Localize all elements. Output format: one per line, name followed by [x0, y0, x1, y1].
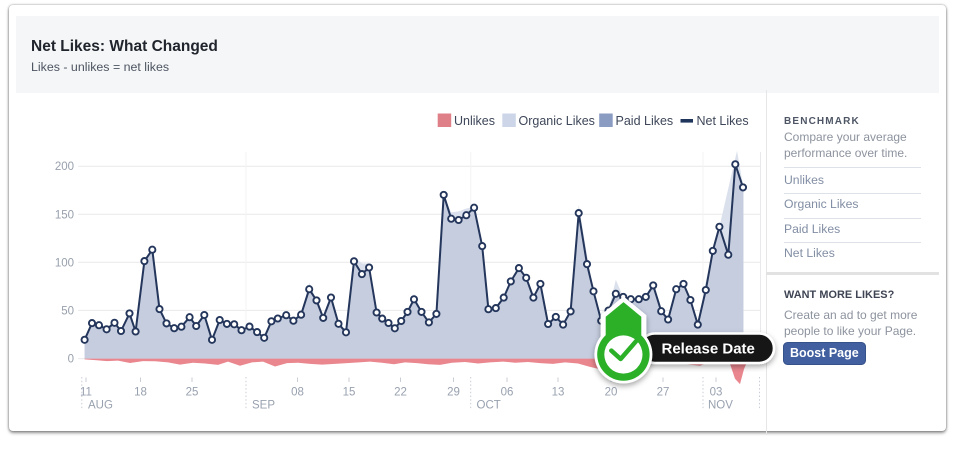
svg-text:06: 06 [501, 387, 514, 399]
svg-text:18: 18 [134, 387, 147, 399]
svg-text:200: 200 [55, 161, 74, 173]
svg-text:25: 25 [186, 387, 199, 399]
svg-text:03: 03 [710, 387, 723, 399]
svg-text:20: 20 [605, 387, 618, 399]
svg-text:Paid Likes: Paid Likes [616, 114, 674, 128]
svg-text:0: 0 [68, 354, 74, 366]
svg-text:Net Likes: Net Likes [697, 114, 749, 128]
svg-text:SEP: SEP [252, 400, 275, 412]
svg-text:29: 29 [447, 387, 460, 399]
svg-text:15: 15 [343, 387, 356, 399]
svg-text:Release Date: Release Date [662, 341, 755, 358]
svg-text:11: 11 [80, 387, 92, 399]
svg-text:150: 150 [55, 209, 74, 221]
svg-text:50: 50 [61, 305, 74, 317]
svg-text:AUG: AUG [88, 400, 113, 412]
svg-text:Organic Likes: Organic Likes [519, 114, 595, 128]
svg-text:OCT: OCT [477, 400, 501, 412]
svg-text:100: 100 [55, 257, 74, 269]
svg-text:27: 27 [657, 387, 670, 399]
svg-text:NOV: NOV [708, 400, 733, 412]
svg-text:22: 22 [394, 387, 407, 399]
svg-text:Unlikes: Unlikes [454, 114, 495, 128]
svg-text:08: 08 [291, 387, 304, 399]
svg-text:13: 13 [552, 387, 565, 399]
